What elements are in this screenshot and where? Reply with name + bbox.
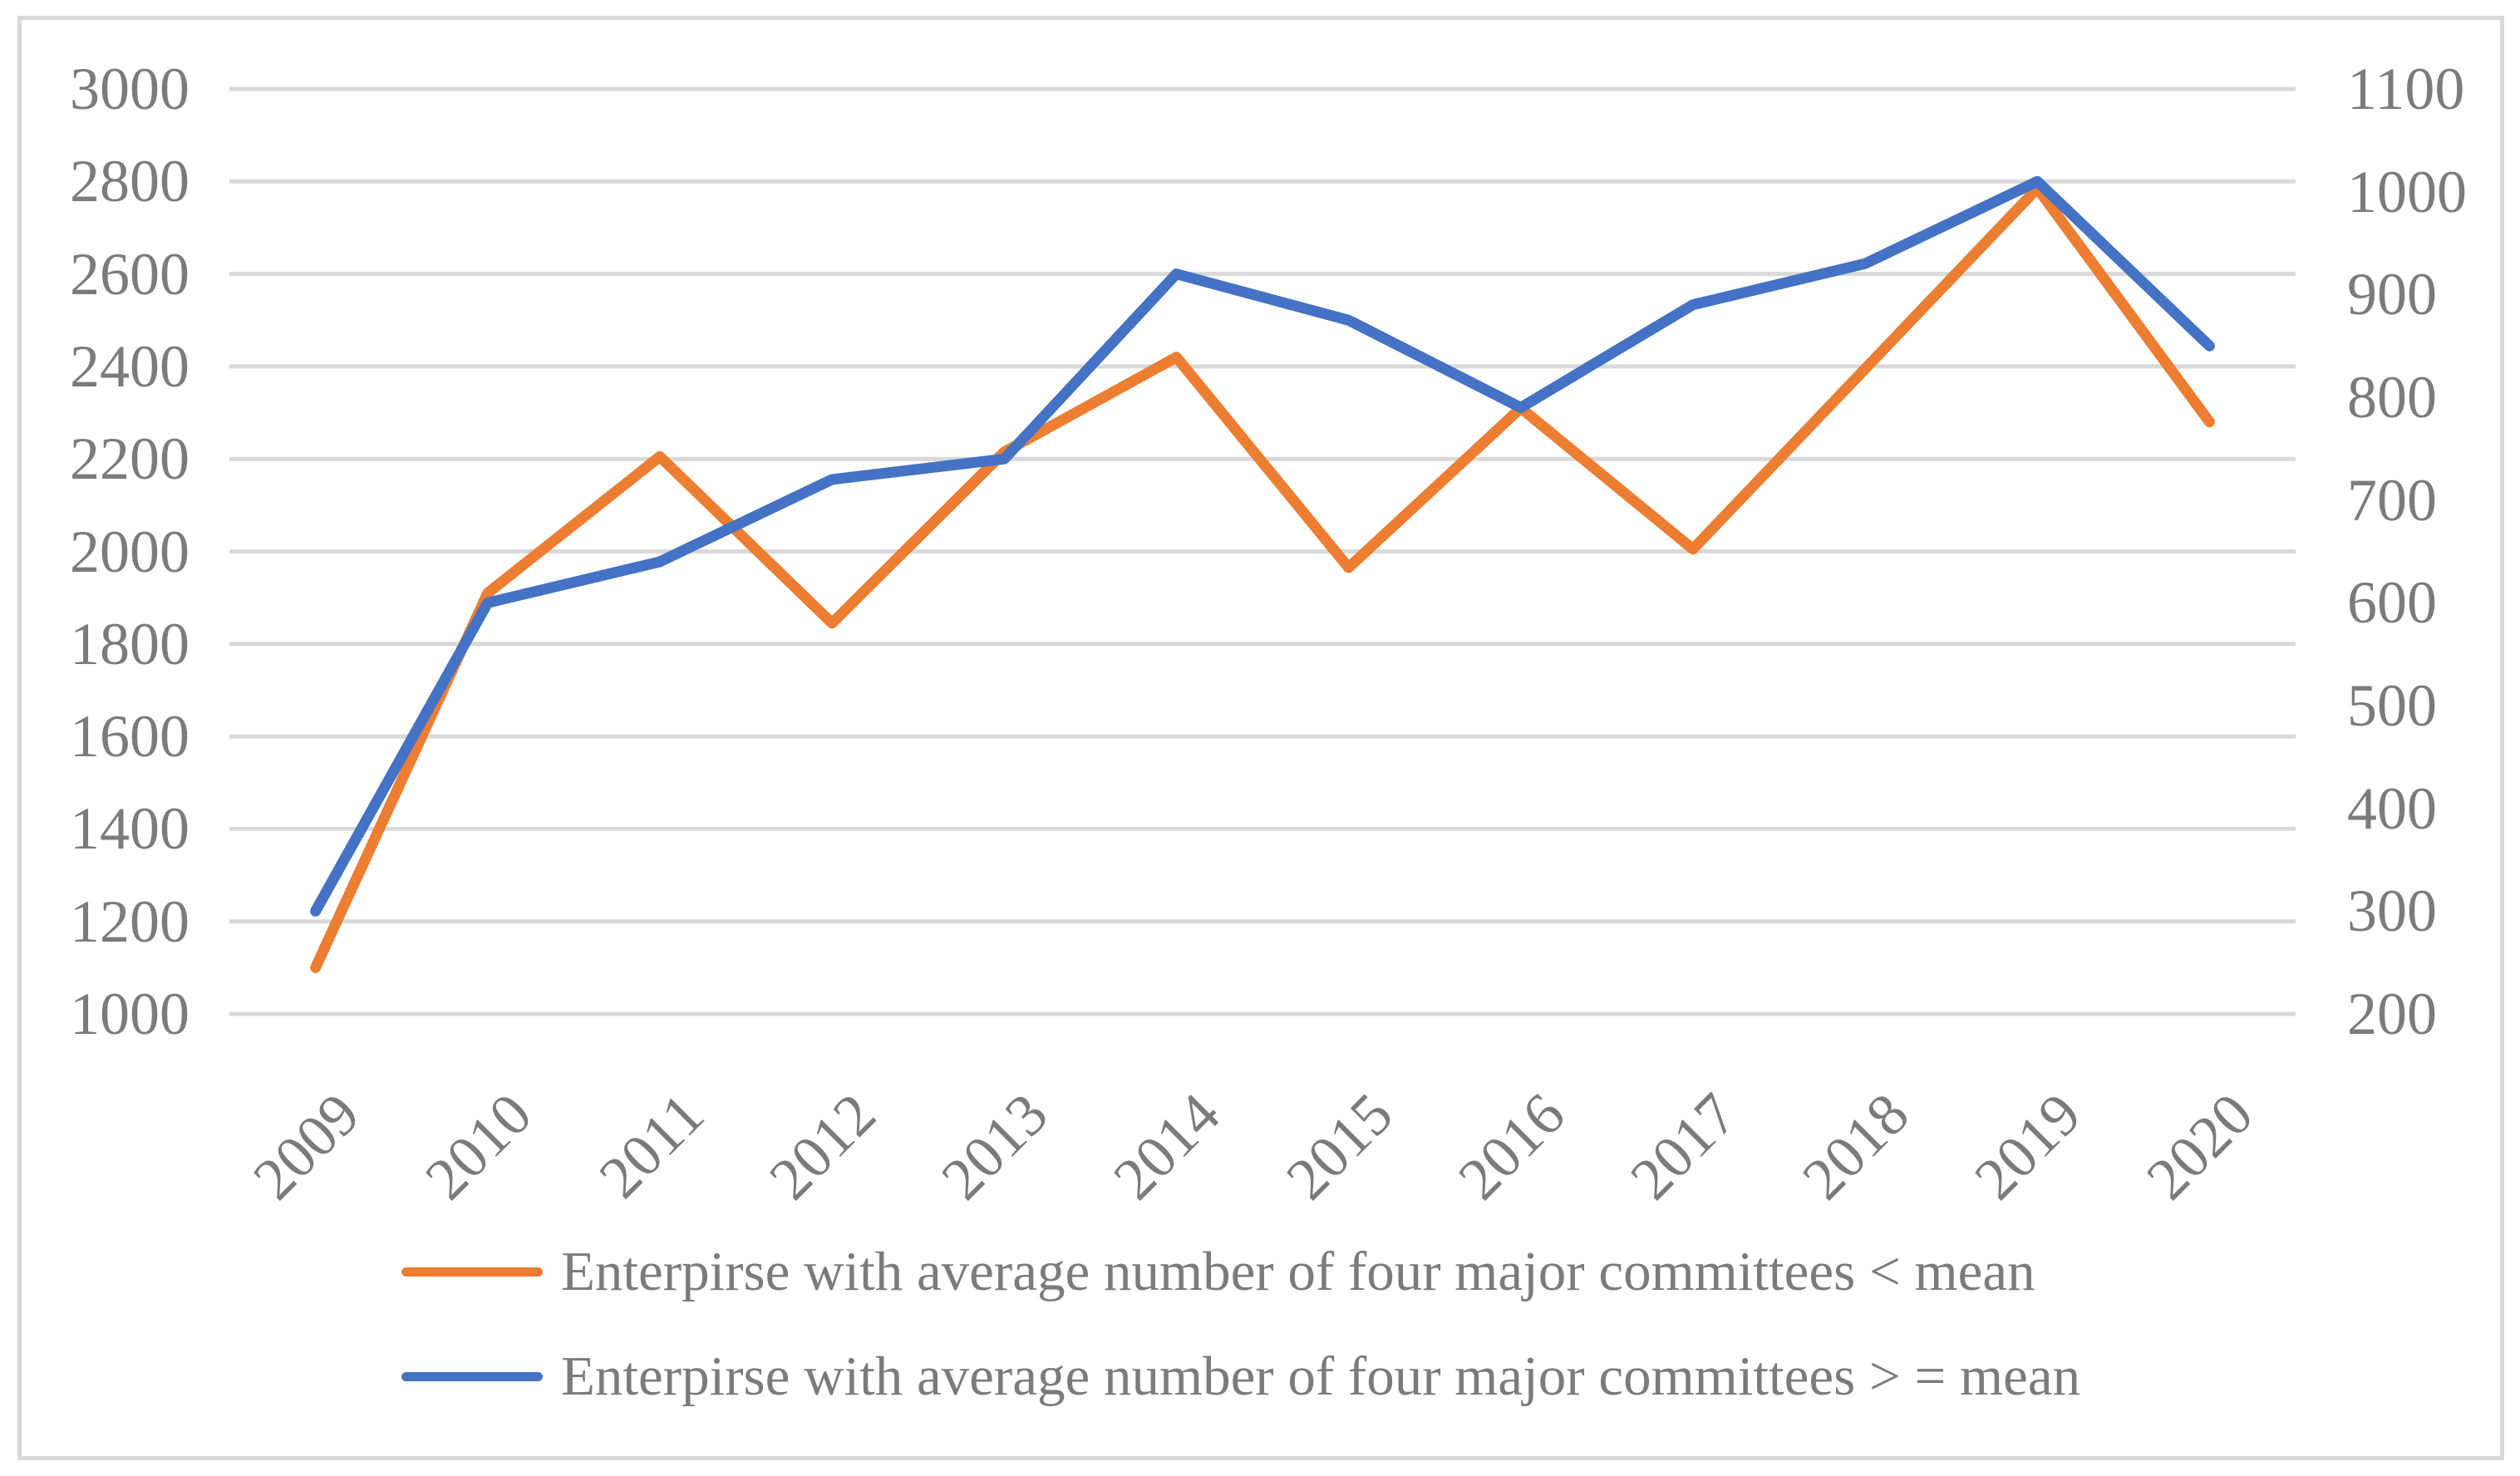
left-axis-tick: 2600 bbox=[70, 240, 189, 308]
left-axis-tick: 3000 bbox=[70, 56, 189, 122]
right-axis-tick: 300 bbox=[2347, 878, 2437, 945]
right-axis-tick: 700 bbox=[2347, 466, 2437, 534]
left-axis-tick: 1400 bbox=[70, 795, 189, 863]
chart-border bbox=[17, 16, 2504, 1460]
right-axis-tick: 1100 bbox=[2347, 56, 2465, 122]
left-axis-tick: 2000 bbox=[70, 518, 189, 585]
gridlines bbox=[229, 86, 2296, 1016]
legend-swatch-blue bbox=[401, 1371, 543, 1381]
legend-item-above-mean: Enterpirse with average number of four m… bbox=[401, 1343, 2080, 1410]
left-axis-tick: 1600 bbox=[70, 703, 189, 770]
left-axis-tick: 1800 bbox=[70, 610, 189, 677]
left-axis-tick: 2200 bbox=[70, 426, 189, 493]
left-axis-tick: 2800 bbox=[70, 148, 189, 215]
left-axis-tick: 2400 bbox=[70, 332, 189, 400]
right-axis-tick: 900 bbox=[2347, 261, 2437, 328]
right-axis-tick: 200 bbox=[2347, 981, 2437, 1047]
left-axis-tick: 1200 bbox=[70, 888, 189, 955]
legend-swatch-orange bbox=[401, 1267, 543, 1277]
series-lines bbox=[310, 175, 2215, 973]
series-line-orange bbox=[310, 183, 2215, 973]
legend-label: Enterpirse with average number of four m… bbox=[561, 1241, 2035, 1302]
right-axis-tick: 600 bbox=[2347, 569, 2437, 637]
series-line-blue bbox=[310, 175, 2215, 917]
legend-label: Enterpirse with average number of four m… bbox=[561, 1346, 2081, 1407]
right-axis-tick: 800 bbox=[2347, 364, 2437, 430]
right-axis-tick: 500 bbox=[2347, 672, 2437, 739]
left-axis-tick: 1000 bbox=[70, 981, 189, 1047]
right-axis-tick: 400 bbox=[2347, 775, 2437, 842]
legend-item-below-mean: Enterpirse with average number of four m… bbox=[401, 1238, 2035, 1305]
right-axis-tick: 1000 bbox=[2347, 158, 2467, 225]
